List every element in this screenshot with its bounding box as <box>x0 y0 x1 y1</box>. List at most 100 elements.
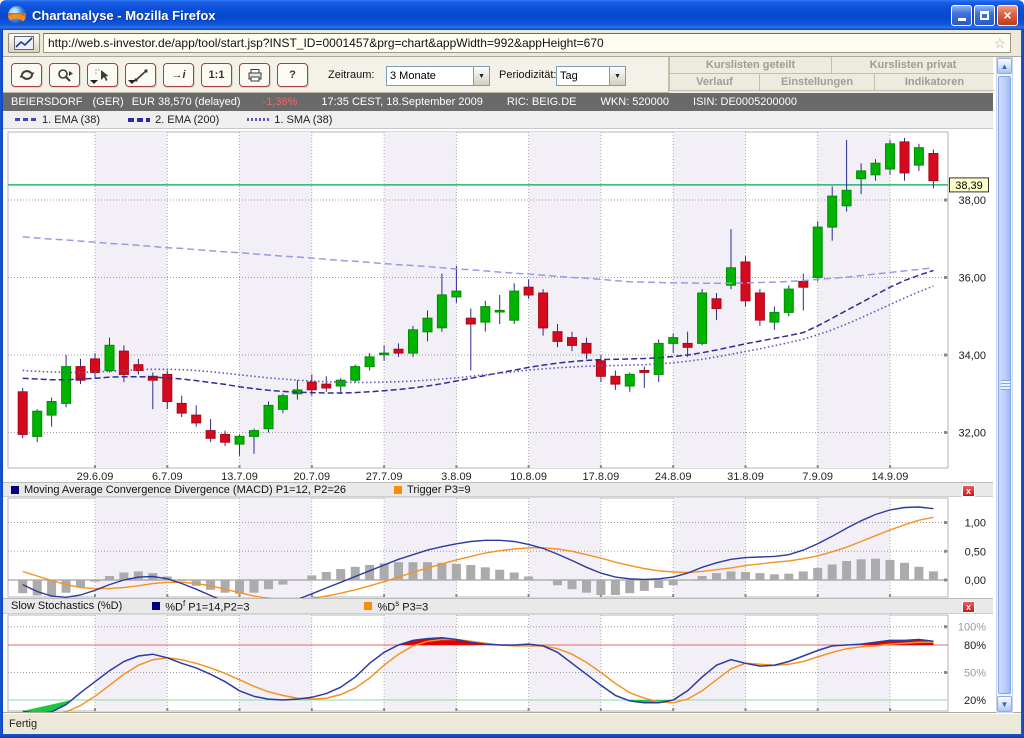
candle <box>625 374 634 386</box>
candle <box>481 307 490 323</box>
candle <box>105 345 114 370</box>
candle <box>712 299 721 309</box>
candle <box>336 380 345 386</box>
url-bar[interactable]: http://web.s-investor.de/app/tool/start.… <box>43 33 1011 53</box>
trigger-legend: Trigger P3=9 <box>407 484 471 496</box>
candle <box>452 291 461 297</box>
candle <box>365 357 374 367</box>
minimize-button[interactable] <box>951 5 972 26</box>
close-stochastics-panel-button[interactable]: x <box>962 601 975 613</box>
instrument-price: EUR 38,570 (delayed) <box>132 96 241 108</box>
candle <box>669 338 678 344</box>
one-to-one-tool-button[interactable]: 1:1 <box>201 63 232 87</box>
periodizitaet-value: Tag <box>557 70 609 82</box>
candle <box>322 384 331 388</box>
zeitraum-select[interactable]: 3 Monate ▼ <box>386 66 490 86</box>
x-axis-date-label: 20.7.09 <box>293 471 330 482</box>
candle <box>857 171 866 179</box>
site-favicon[interactable] <box>8 33 40 53</box>
instrument-name: BEIERSDORF <box>11 96 83 108</box>
mini-chart-icon <box>14 36 34 50</box>
overlay-legend: 1. EMA (38) 2. EMA (200) 1. SMA (38) <box>3 111 993 129</box>
bookmark-star-icon[interactable]: ☆ <box>993 35 1006 52</box>
macd-line-swatch <box>11 486 19 494</box>
help-tool-button[interactable]: ? <box>277 63 308 87</box>
line-draw-tool-button[interactable] <box>125 63 156 87</box>
instrument-change: -1,36% <box>263 96 298 108</box>
zoom-tool-button[interactable] <box>49 63 80 87</box>
app-toolbar: →i1:1? Zeitraum: 3 Monate ▼ Periodizität… <box>3 57 993 93</box>
stoch-slow-legend: %Ds P3=3 <box>377 599 428 614</box>
candle <box>886 144 895 169</box>
chevron-down-icon: ▼ <box>473 67 489 85</box>
legend-ema200: 2. EMA (200) <box>155 114 219 126</box>
zoom-tool-icon <box>56 67 74 83</box>
stoch-fast-legend: %Df P1=14,P2=3 <box>165 599 249 614</box>
candle <box>553 332 562 342</box>
periodizitaet-select[interactable]: Tag ▼ <box>556 66 626 86</box>
scrollbar-thumb[interactable] <box>998 76 1011 694</box>
close-button[interactable]: × <box>997 5 1018 26</box>
menu-einstellungen[interactable]: Einstellungen <box>759 74 874 91</box>
instrument-exchange: (GER) <box>93 96 124 108</box>
candle <box>698 293 707 343</box>
zeitraum-value: 3 Monate <box>387 70 473 82</box>
candle <box>394 349 403 353</box>
stochastics-panel-header: Slow Stochastics (%D) %Df P1=14,P2=3 %Ds… <box>3 598 993 614</box>
candle <box>900 142 909 173</box>
svg-text:0,00: 0,00 <box>965 575 986 587</box>
ema38-swatch <box>15 118 37 121</box>
menu-kurslisten-geteilt[interactable]: Kurslisten geteilt <box>669 57 831 74</box>
candle <box>495 310 504 312</box>
close-macd-panel-button[interactable]: x <box>962 485 975 497</box>
legend-sma38: 1. SMA (38) <box>274 114 332 126</box>
candle <box>914 148 923 165</box>
candle <box>813 227 822 277</box>
pointer-tool-button[interactable] <box>87 63 118 87</box>
candle <box>351 367 360 381</box>
chevron-down-icon: ▼ <box>609 67 625 85</box>
stochastics-chart-canvas: 100%80%50%20% <box>0 614 1024 713</box>
candle <box>380 353 389 355</box>
legend-ema38: 1. EMA (38) <box>42 114 100 126</box>
candle <box>235 436 244 444</box>
x-axis-date-label: 13.7.09 <box>221 471 258 482</box>
window-title: Chartanalyse - Mozilla Firefox <box>32 8 951 23</box>
scroll-down-button[interactable]: ▼ <box>997 696 1012 712</box>
menu-indikatoren[interactable]: Indikatoren <box>874 74 994 91</box>
x-axis-date-label: 14.9.09 <box>872 471 909 482</box>
macd-chart-canvas: 1,000,500,00 <box>0 497 1024 598</box>
candle <box>76 367 85 381</box>
candle <box>611 376 620 384</box>
candle <box>929 154 938 181</box>
menu-kurslisten-privat[interactable]: Kurslisten privat <box>831 57 994 74</box>
scroll-up-button[interactable]: ▲ <box>997 58 1012 74</box>
svg-text:36,00: 36,00 <box>958 273 986 285</box>
candle <box>47 402 56 416</box>
trigger-line-swatch <box>394 486 402 494</box>
url-toolbar: http://web.s-investor.de/app/tool/start.… <box>3 30 1021 57</box>
reload-tool-button[interactable] <box>11 63 42 87</box>
maximize-button[interactable] <box>974 5 995 26</box>
ema200-swatch <box>128 118 150 122</box>
candle <box>640 371 649 373</box>
candle <box>799 281 808 287</box>
print-tool-button[interactable] <box>239 63 270 87</box>
svg-text:34,00: 34,00 <box>958 350 986 362</box>
menu-button-grid: Kurslisten geteilt Kurslisten privat Ver… <box>668 57 993 93</box>
vertical-scrollbar[interactable]: ▲ ▼ <box>996 57 1013 713</box>
candle <box>437 295 446 328</box>
scrollbar-grip <box>1001 380 1010 390</box>
title-bar: Chartanalyse - Mozilla Firefox × <box>0 0 1024 30</box>
print-tool-icon <box>246 67 264 83</box>
stoch-slow-swatch <box>364 602 372 610</box>
candle <box>278 396 287 410</box>
candle <box>524 287 533 295</box>
svg-text:20%: 20% <box>964 695 986 707</box>
svg-text:100%: 100% <box>958 622 986 634</box>
menu-verlauf[interactable]: Verlauf <box>669 74 759 91</box>
info-arrow-tool-button[interactable]: →i <box>163 63 194 87</box>
macd-legend: Moving Average Convergence Divergence (M… <box>24 484 346 496</box>
x-axis-date-label: 6.7.09 <box>152 471 183 482</box>
pointer-tool-icon <box>94 67 112 83</box>
